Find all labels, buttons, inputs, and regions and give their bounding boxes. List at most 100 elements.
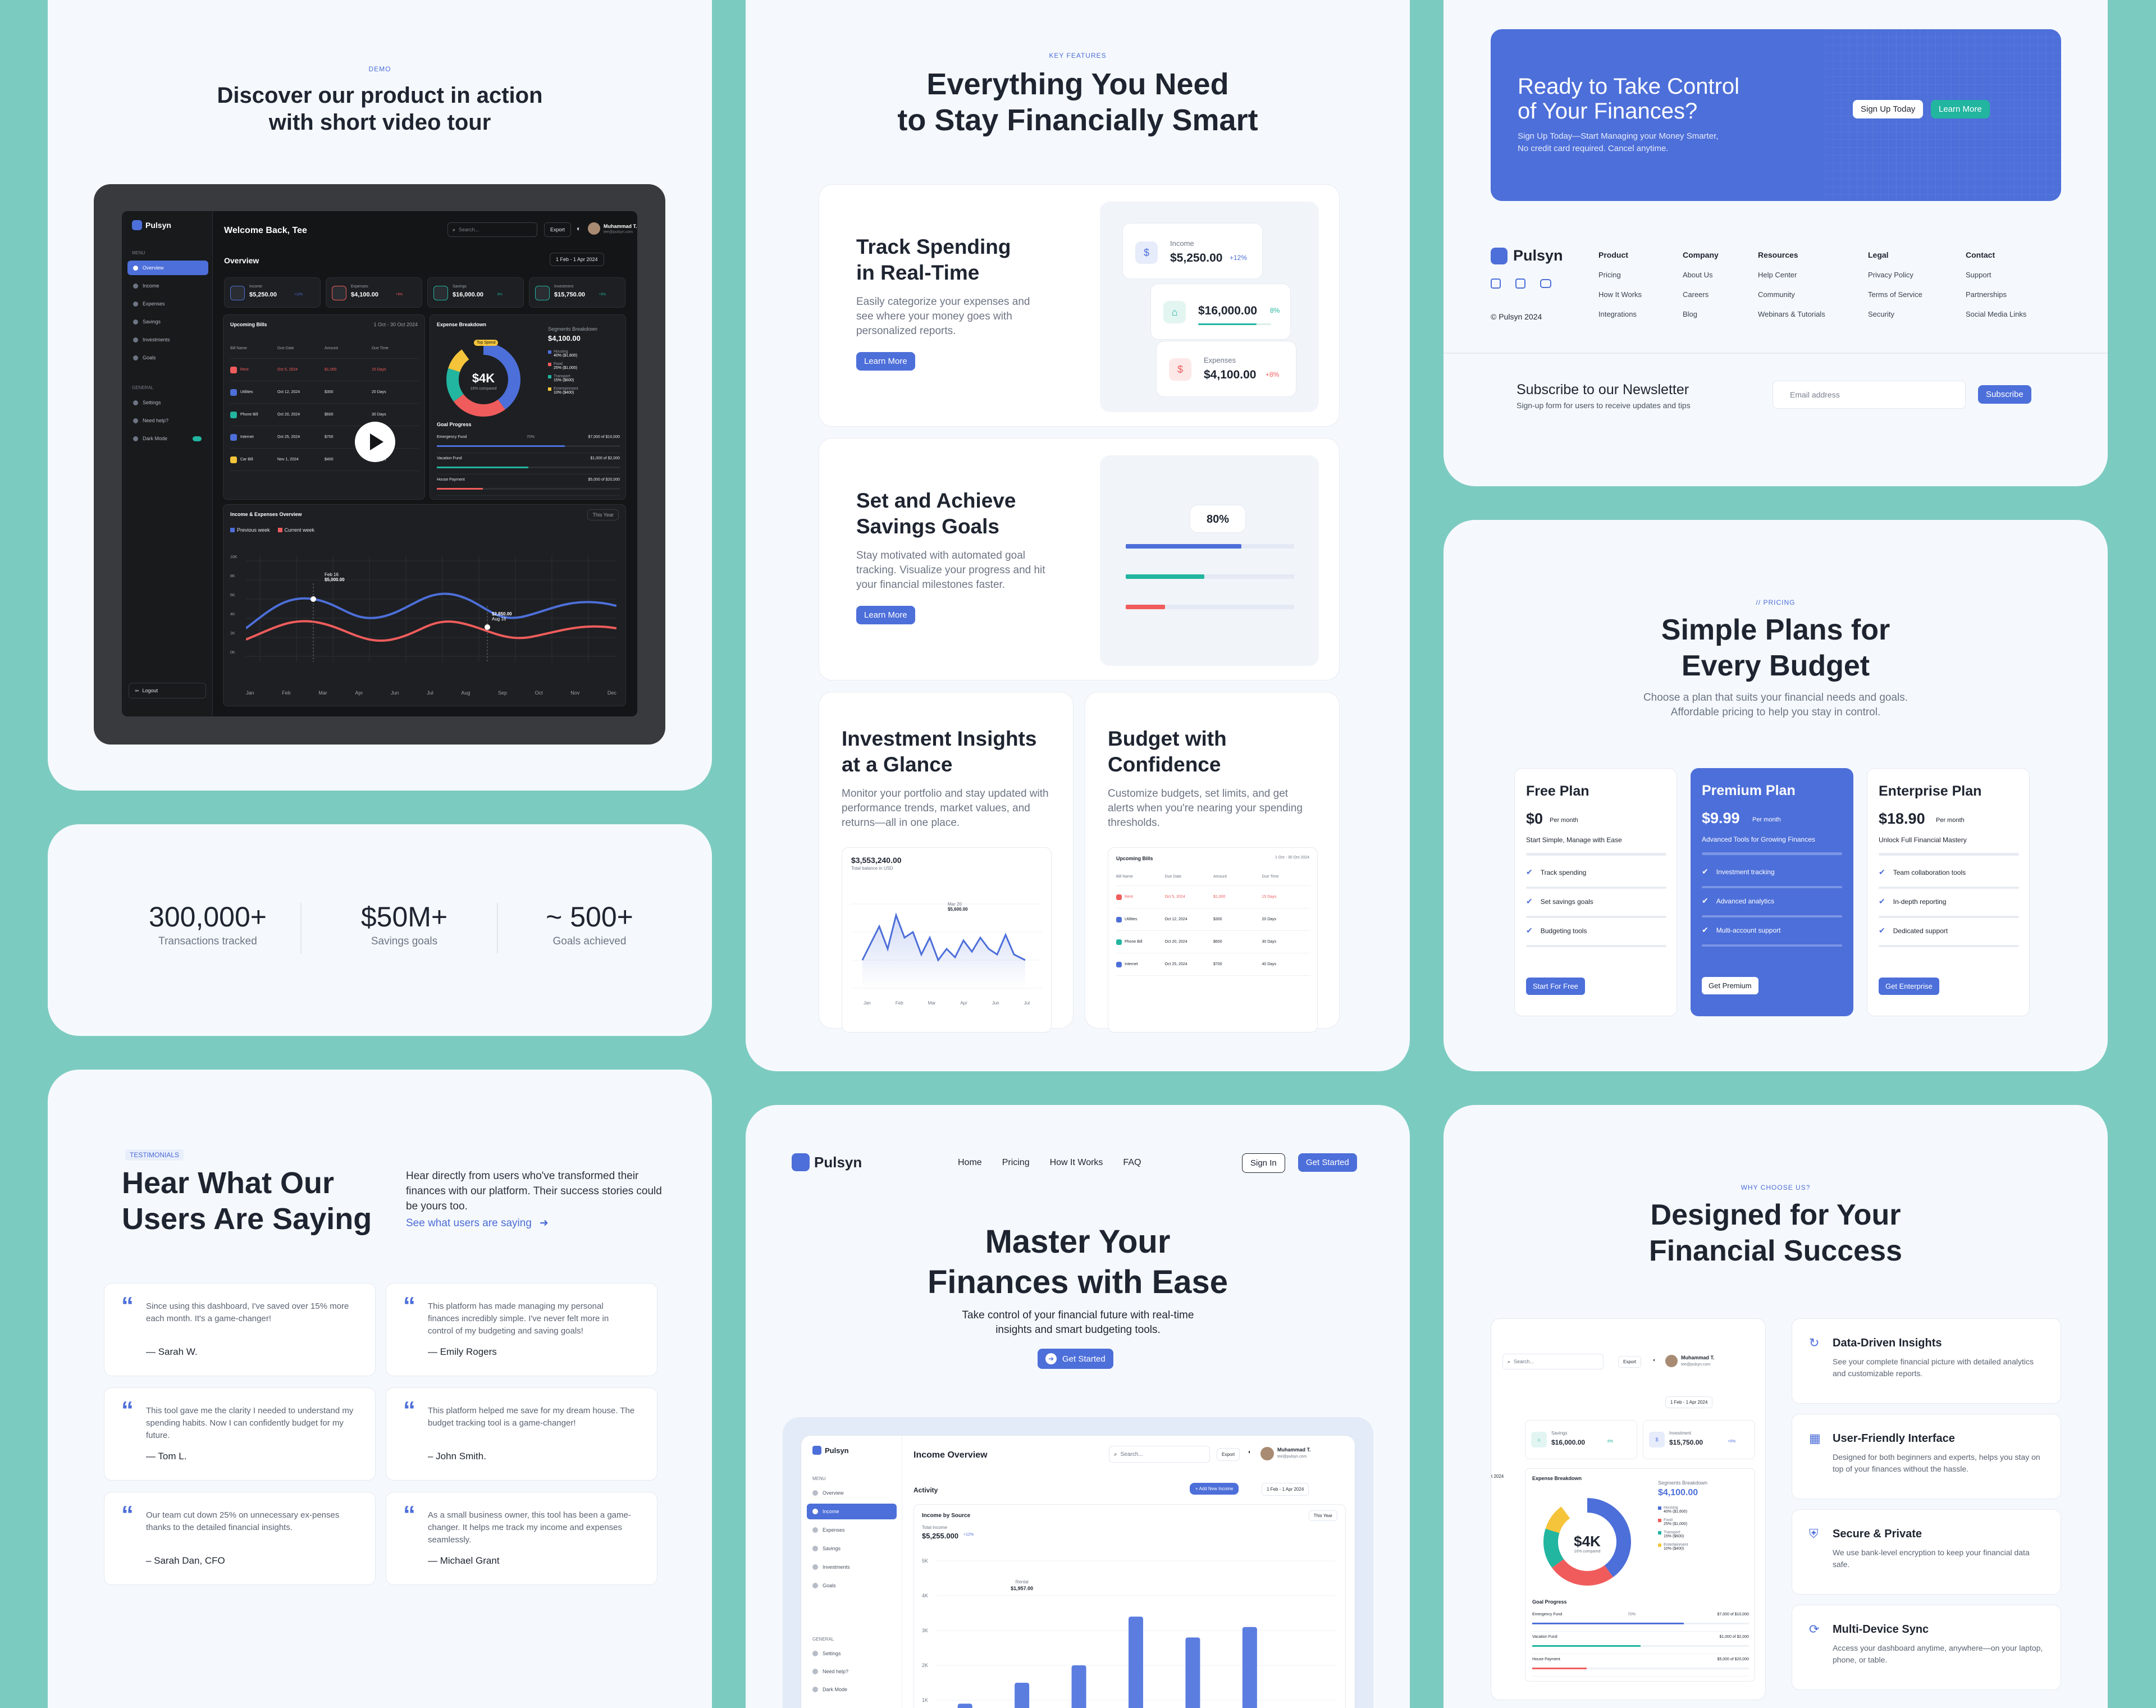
table-row[interactable]: Phone Bill Oct 20, 2024 $600 30 Days	[1116, 931, 1310, 953]
footer-link[interactable]: Support	[1966, 271, 1991, 279]
sidebar-item-expenses[interactable]: Expenses	[807, 1522, 897, 1538]
footer-link[interactable]: Security	[1868, 310, 1894, 318]
bills-date[interactable]: 1 Oct - 30 Oct 2024	[373, 322, 418, 327]
footer-link[interactable]: Integrations	[1598, 310, 1637, 318]
subscribe-button[interactable]: Subscribe	[1978, 385, 2031, 404]
income-filter[interactable]: This Year	[1308, 1510, 1337, 1521]
dark-mode-toggle[interactable]	[193, 436, 202, 441]
f1-learn-more-button[interactable]: Learn More	[856, 352, 915, 371]
email-input[interactable]: Email address	[1773, 381, 1966, 409]
footer-link[interactable]: Webinars & Tutorials	[1758, 310, 1825, 318]
footer-link[interactable]: Careers	[1683, 290, 1709, 299]
sidebar-item-overview[interactable]: Overview	[127, 261, 208, 275]
footer-link[interactable]: Community	[1758, 290, 1795, 299]
cta-signup-button[interactable]: Sign Up Today	[1853, 100, 1924, 118]
nav-how-it-works[interactable]: How It Works	[1049, 1158, 1103, 1167]
user-name: Muhammad T.	[604, 223, 637, 229]
see-users-link[interactable]: See what users are saying ➜	[406, 1217, 549, 1230]
table-row[interactable]: Rent Oct 5, 2024 $1,000 15 Days	[1116, 886, 1310, 908]
footer-link[interactable]: How It Works	[1598, 290, 1642, 299]
general-item-1[interactable]: Need help?	[807, 1664, 897, 1679]
table-row[interactable]: Phone Bill Oct 20, 2024 $600 30 Days	[230, 404, 419, 426]
date-range[interactable]: 1 Feb - 1 Apr 2024	[550, 253, 604, 266]
footer-link[interactable]: Help Center	[1758, 271, 1797, 279]
theme-icon[interactable]: ◐	[577, 225, 581, 232]
plan-divider	[1879, 853, 2019, 856]
bar-side-business[interactable]	[1071, 1665, 1086, 1708]
avatar[interactable]	[588, 222, 600, 235]
facebook-icon[interactable]	[1491, 278, 1501, 289]
nav-get-started-button[interactable]: Get Started	[1298, 1153, 1357, 1172]
mock-search[interactable]: ⌕ Search...	[1502, 1354, 1604, 1369]
general-item-0[interactable]: Settings	[127, 395, 208, 410]
sidebar-item-savings[interactable]: Savings	[127, 314, 208, 329]
general-item-1[interactable]: Need help?	[127, 413, 208, 428]
general-item-0[interactable]: Settings	[807, 1646, 897, 1661]
bar-investments[interactable]	[1242, 1627, 1257, 1708]
footer-link[interactable]: Blog	[1683, 310, 1698, 318]
plan-feature: ✔ Track spending	[1526, 867, 1587, 876]
table-row[interactable]: Utilities Oct 12, 2024 $300 20 Days	[230, 381, 419, 404]
logout-button[interactable]: ⇦ Logout	[129, 683, 206, 698]
sidebar-item-investments[interactable]: Investments	[807, 1559, 897, 1575]
bar-freelancing[interactable]	[957, 1704, 972, 1708]
youtube-icon[interactable]	[1540, 279, 1551, 288]
sidebar-item-investments[interactable]: Investments	[127, 332, 208, 347]
sidebar-item-goals[interactable]: Goals	[807, 1578, 897, 1593]
footer-link[interactable]: Pricing	[1598, 271, 1621, 279]
general-item-2[interactable]: Dark Mode	[807, 1682, 897, 1697]
table-row[interactable]: Utilities Oct 12, 2024 $300 20 Days	[1116, 908, 1310, 931]
nav-home[interactable]: Home	[958, 1158, 982, 1167]
quote-icon: “	[121, 1396, 134, 1424]
avatar[interactable]	[1665, 1355, 1678, 1367]
cta-learn-more-button[interactable]: Learn More	[1931, 100, 1990, 118]
footer-link[interactable]: Privacy Policy	[1868, 271, 1913, 279]
bar-salary[interactable]	[1129, 1616, 1143, 1708]
footer-link[interactable]: About Us	[1683, 271, 1713, 279]
testimonial-card: “As a small business owner, this tool ha…	[386, 1492, 657, 1585]
footer-link[interactable]: Terms of Service	[1868, 290, 1922, 299]
mock-date-range[interactable]: 1 Feb - 1 Apr 2024	[1665, 1396, 1713, 1408]
plan-cta-button[interactable]: Start For Free	[1526, 978, 1585, 995]
sidebar-item-income[interactable]: Income	[807, 1504, 897, 1519]
chart-filter[interactable]: This Year	[587, 509, 619, 520]
hero-get-started-button[interactable]: ➜ Get Started	[1038, 1349, 1113, 1369]
landing-date-range[interactable]: 1 Feb - 1 Apr 2024	[1262, 1483, 1309, 1496]
nav-faq[interactable]: FAQ	[1123, 1158, 1141, 1167]
sidebar-item-overview[interactable]: Overview	[807, 1485, 897, 1501]
f2-learn-more-button[interactable]: Learn More	[856, 606, 915, 624]
plan-cta-button[interactable]: Get Premium	[1702, 977, 1758, 994]
avatar[interactable]	[1260, 1447, 1274, 1460]
play-video-button[interactable]	[355, 422, 395, 462]
search-icon: ⌕	[1508, 1358, 1511, 1364]
landing-export-button[interactable]: Export	[1217, 1448, 1240, 1461]
footer-link[interactable]: Partnerships	[1966, 290, 2007, 299]
welcome-text: Welcome Back, Tee	[224, 226, 307, 235]
instagram-icon[interactable]	[1515, 278, 1525, 289]
export-button[interactable]: Export	[544, 222, 572, 237]
goal-fill	[1532, 1623, 1684, 1624]
plan-cta-button[interactable]: Get Enterprise	[1879, 978, 1939, 995]
sign-in-button[interactable]: Sign In	[1242, 1153, 1285, 1173]
bar-consulting[interactable]	[1185, 1637, 1200, 1708]
theme-icon[interactable]: ◐	[1248, 1449, 1252, 1455]
bar-rental-income[interactable]	[1015, 1683, 1030, 1708]
theme-icon[interactable]: ◐	[1653, 1357, 1656, 1363]
sidebar-item-income[interactable]: Income	[127, 278, 208, 293]
landing-brand[interactable]: Pulsyn	[792, 1153, 862, 1171]
landing-search-input[interactable]: ⌕ Search...	[1109, 1446, 1210, 1463]
sidebar-item-expenses[interactable]: Expenses	[127, 296, 208, 311]
add-income-button[interactable]: + Add New Income	[1190, 1483, 1239, 1495]
footer-brand[interactable]: Pulsyn	[1491, 247, 1563, 264]
table-row[interactable]: Rent Oct 5, 2024 $1,000 15 Days	[230, 359, 419, 381]
income-bar-chart: 5K4K3K2K1K0KFreelancingRental IncomeSide…	[922, 1558, 1335, 1708]
footer-link[interactable]: Social Media Links	[1966, 310, 2027, 318]
general-item-2[interactable]: Dark Mode	[127, 431, 208, 446]
nav-pricing[interactable]: Pricing	[1002, 1158, 1030, 1167]
x-tick: Feb	[895, 1001, 903, 1006]
sidebar-item-goals[interactable]: Goals	[127, 350, 208, 365]
sidebar-item-savings[interactable]: Savings	[807, 1541, 897, 1556]
mock-export[interactable]: Export	[1618, 1356, 1642, 1368]
search-input[interactable]: ⌕ Search...	[447, 222, 537, 237]
